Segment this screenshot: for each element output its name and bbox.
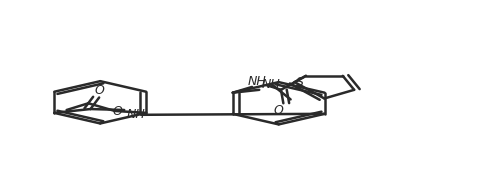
- Text: O: O: [273, 105, 283, 117]
- Text: NH: NH: [127, 108, 145, 121]
- Text: NH: NH: [247, 75, 266, 88]
- Text: O: O: [94, 84, 104, 97]
- Text: O: O: [112, 105, 122, 118]
- Text: NH: NH: [261, 78, 280, 90]
- Text: S: S: [295, 76, 302, 89]
